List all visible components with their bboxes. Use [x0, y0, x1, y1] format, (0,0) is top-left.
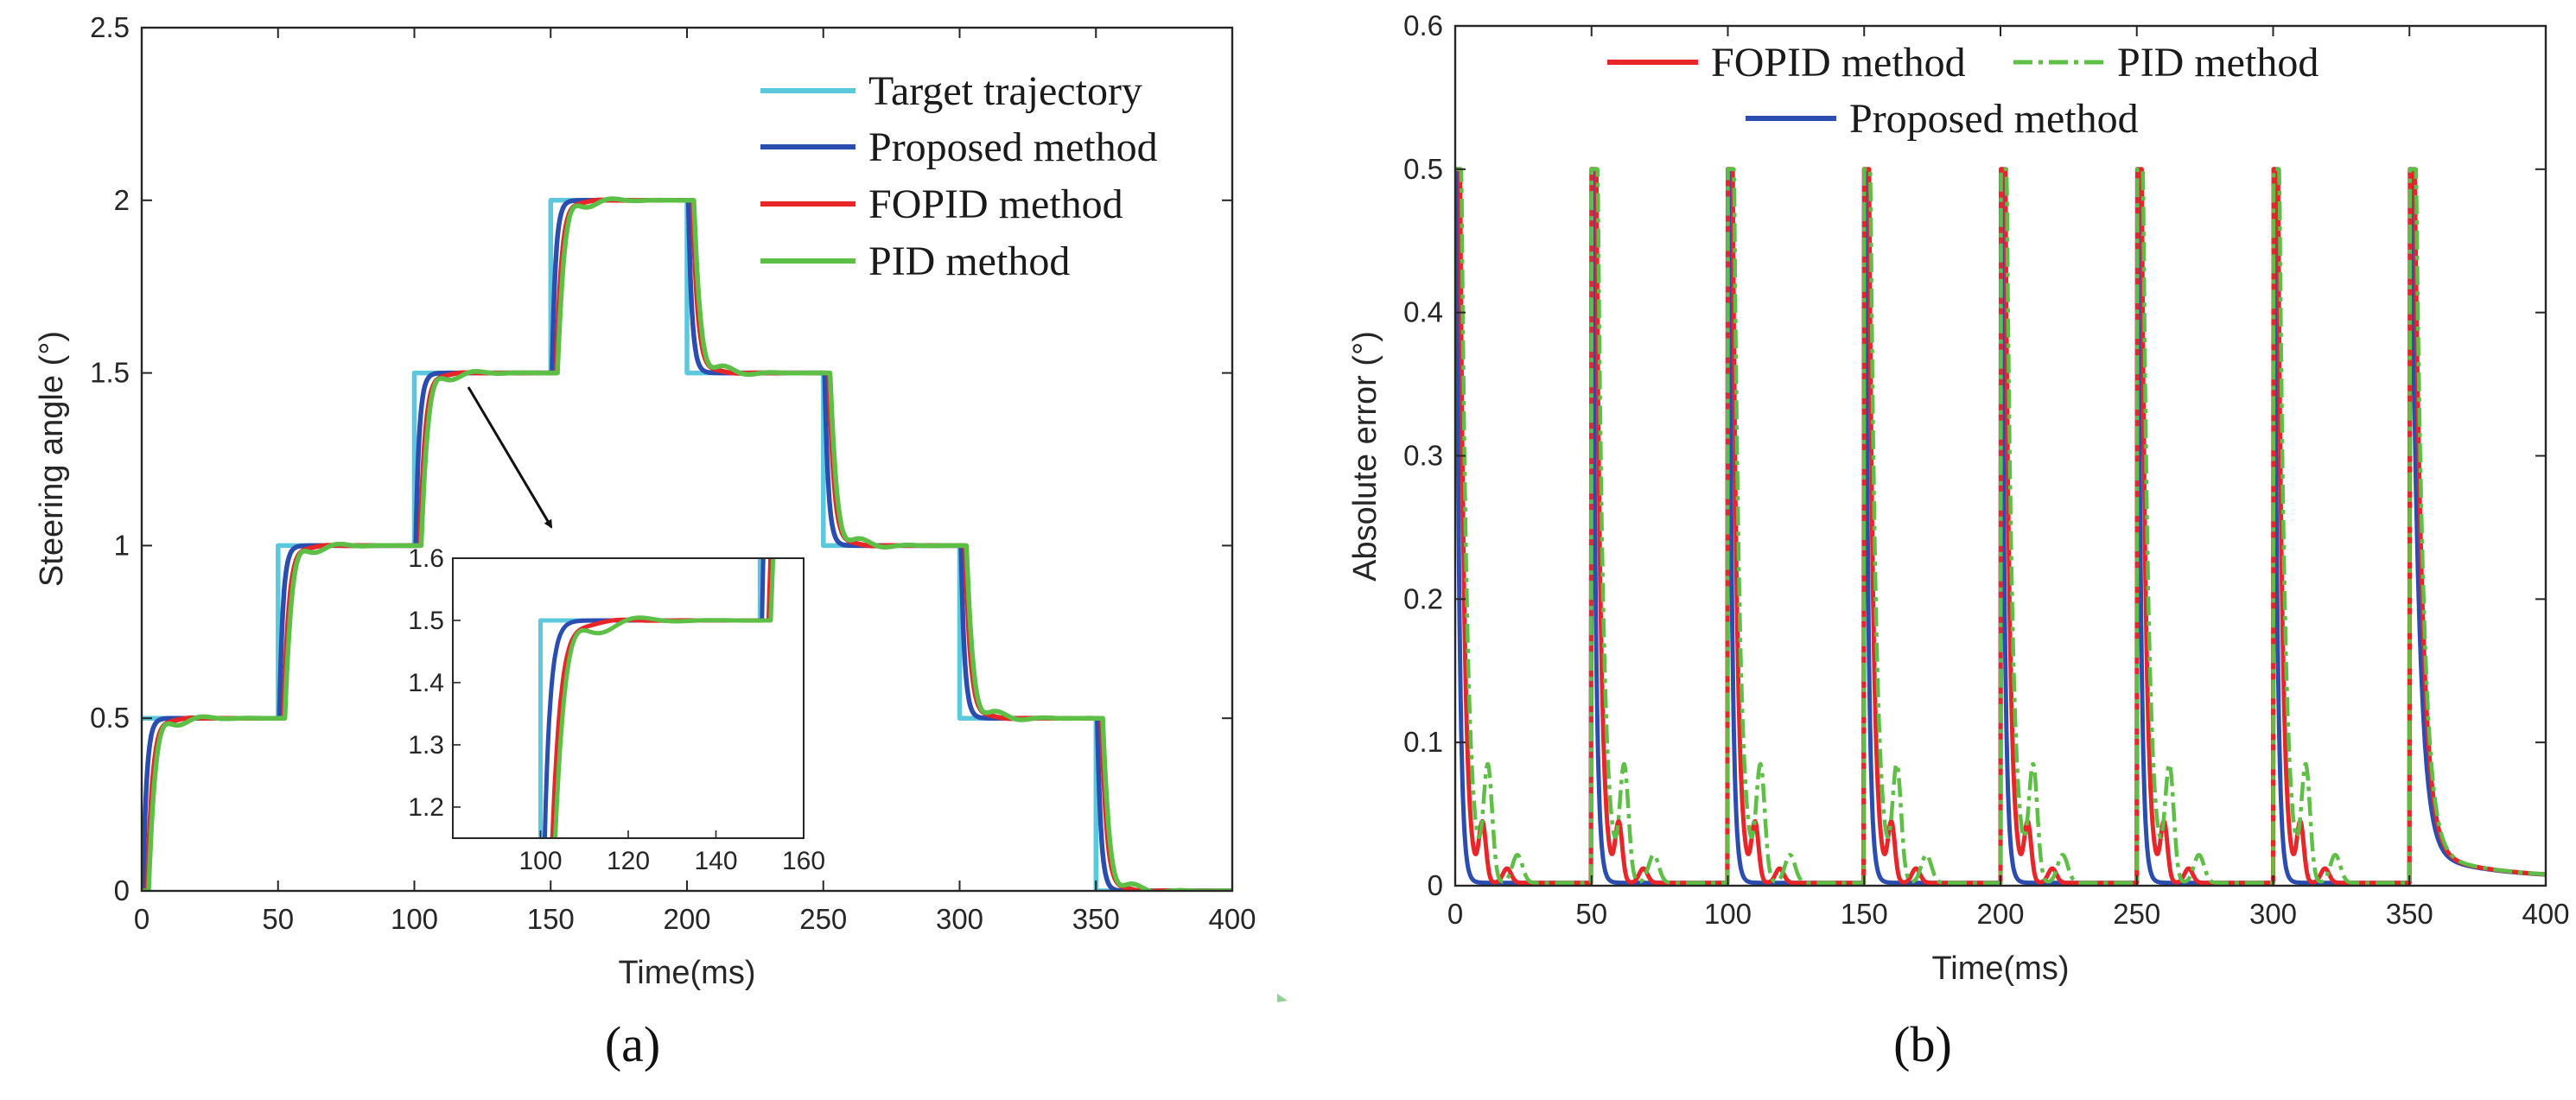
panel-b-x-tick-label: 250	[2113, 898, 2160, 930]
panel-b-x-tick-label: 200	[1976, 898, 2024, 930]
panel-b-x-axis-label: Time(ms)	[1932, 951, 2070, 987]
panel-a-y-tick-label: 1	[114, 529, 130, 561]
legend-label-fopid: FOPID method	[868, 181, 1123, 227]
inset-y-tick-label: 1.5	[408, 607, 444, 635]
panel-b-y-axis-label: Absolute error (°)	[1347, 331, 1383, 582]
inset-x-tick-label: 100	[518, 847, 562, 875]
panel-b-legend: FOPID method PID method Proposed method	[1607, 40, 2318, 142]
panel-a-y-tick-label: 0.5	[90, 702, 130, 734]
panel-b-y-tick-label: 0.1	[1403, 726, 1443, 758]
panel-b-y-tick-label: 0.2	[1403, 582, 1443, 614]
panel-a-series-pid	[142, 196, 1232, 891]
inset-y-tick-label: 1.3	[408, 731, 444, 760]
legend-label-pid: PID method	[868, 238, 1070, 284]
panel-b-x-tick-label: 50	[1575, 898, 1607, 930]
panel-a-x-tick-label: 50	[262, 903, 294, 935]
legend-label-b-fopid: FOPID method	[1711, 40, 1966, 86]
panel-a-x-tick-label: 100	[391, 903, 438, 935]
panel-a-x-tick-label: 350	[1072, 903, 1120, 935]
panel-a-x-tick-label: 300	[936, 903, 983, 935]
panel-b-caption: (b)	[1893, 1016, 1952, 1072]
panel-a-y-tick-label: 1.5	[90, 357, 130, 389]
panel-a-steering-angle: 0 50 100 150 200 250 300 350 400 0 0.5 1 1.5 2 2.5 Tim…	[34, 11, 1256, 1072]
panel-a-x-axis-label: Time(ms)	[619, 955, 756, 991]
legend-label-b-pid: PID method	[2117, 40, 2318, 86]
panel-a-legend: Target trajectory Proposed method FOPID …	[760, 68, 1158, 284]
panel-a-x-tick-label: 400	[1208, 903, 1256, 935]
panel-a-caption: (a)	[605, 1016, 660, 1072]
inset-x-tick-label: 120	[607, 847, 650, 875]
panel-b-y-tick-label: 0.3	[1403, 440, 1443, 472]
zoom-arrow	[467, 386, 553, 529]
panel-b-y-tick-label: 0.6	[1403, 10, 1443, 41]
panel-b-x-tick-label: 400	[2522, 898, 2569, 930]
panel-b-y-tick-label: 0.4	[1403, 296, 1443, 328]
inset-y-tick-label: 1.4	[408, 669, 444, 697]
panel-b-x-tick-label: 0	[1447, 898, 1463, 930]
panel-a-x-tick-label: 250	[799, 903, 847, 935]
panel-b-y-tick-label: 0.5	[1403, 153, 1443, 185]
inset-y-tick-label: 1.2	[408, 793, 444, 822]
legend-label-proposed: Proposed method	[868, 124, 1158, 170]
inset-series-pid	[552, 558, 776, 838]
panel-a-x-tick-label: 150	[527, 903, 575, 935]
panel-a-y-axis-label: Steering angle (°)	[34, 331, 70, 587]
panel-a-y-tick-label: 2.5	[90, 11, 130, 43]
panel-a-y-tick-label: 0	[114, 874, 130, 906]
inset-y-tick-label: 1.6	[408, 544, 444, 573]
panel-a-x-tick-label: 200	[663, 903, 710, 935]
panel-b-x-tick-label: 100	[1704, 898, 1752, 930]
panel-b-x-tick-label: 350	[2386, 898, 2433, 930]
panel-b-absolute-error: 0 50 100 150 200 250 300 350 400 0 0.1 0.2 0.3 0.4 0.5…	[1347, 10, 2570, 1072]
panel-a-zoom-inset: 100 120 140 160 1.2 1.3 1.4 1.5 1.6	[408, 544, 825, 875]
panel-a-y-tick-label: 2	[114, 184, 130, 216]
inset-x-tick-label: 140	[694, 847, 737, 875]
panel-b-x-tick-label: 150	[1841, 898, 1888, 930]
inset-x-tick-label: 160	[782, 847, 825, 875]
legend-label-target: Target trajectory	[868, 68, 1142, 114]
stray-mark	[1277, 994, 1288, 1002]
panel-b-x-tick-label: 300	[2249, 898, 2297, 930]
panel-a-x-tick-label: 0	[134, 903, 149, 935]
panel-b-y-tick-label: 0	[1428, 869, 1443, 901]
legend-label-b-proposed: Proposed method	[1849, 96, 2139, 142]
